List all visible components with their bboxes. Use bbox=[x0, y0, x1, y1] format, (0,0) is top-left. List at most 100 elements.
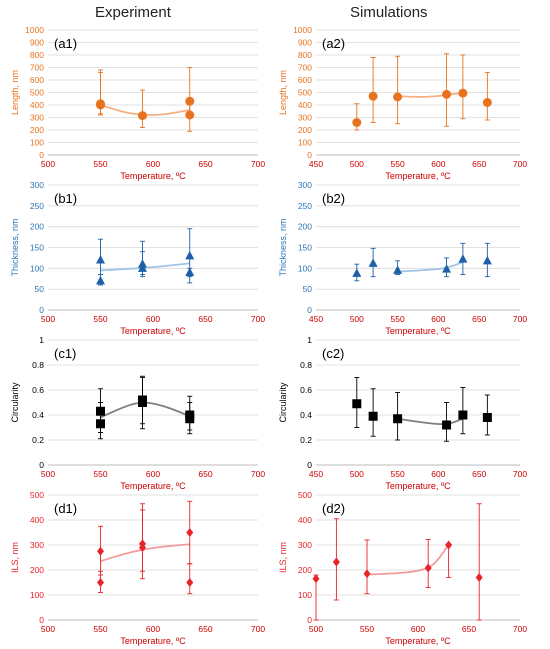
x-tick-label-c1: 650 bbox=[198, 469, 212, 479]
y-tick-label-b2: 100 bbox=[298, 263, 312, 273]
x-tick-label-a2: 500 bbox=[350, 159, 364, 169]
x-tick-label-d2: 550 bbox=[360, 624, 374, 634]
y-tick-label-c1: 0.2 bbox=[32, 435, 44, 445]
y-tick-label-a1: 700 bbox=[30, 63, 44, 73]
data-point-c1 bbox=[138, 398, 147, 407]
y-tick-label-c2: 0 bbox=[307, 460, 312, 470]
data-point-c1 bbox=[96, 419, 105, 429]
data-point-b2 bbox=[368, 258, 378, 267]
data-point-a2 bbox=[352, 118, 362, 127]
y-axis-title-b2: Thickness, nm bbox=[278, 218, 288, 276]
x-tick-label-b1: 500 bbox=[41, 314, 55, 324]
chart-c1: 0 0.2 0.4 0.6 0.8 1 500 550 600 650 700 Temperature… bbox=[10, 335, 265, 491]
data-point-a2 bbox=[458, 88, 468, 98]
y-tick-label-b2: 0 bbox=[307, 305, 312, 315]
trend-line-b2 bbox=[397, 261, 464, 273]
data-point-a1 bbox=[185, 110, 195, 120]
y-tick-label-a2: 900 bbox=[298, 38, 312, 48]
y-tick-label-a2: 0 bbox=[307, 150, 312, 160]
x-axis-title-b1: Temperature, ºC bbox=[120, 326, 186, 336]
panel-label-c2: (c2) bbox=[322, 346, 344, 361]
y-tick-label-a1: 1000 bbox=[25, 25, 44, 35]
simulations-column-title: Simulations bbox=[350, 4, 428, 21]
y-tick-label-d2: 200 bbox=[298, 565, 312, 575]
data-point-a2 bbox=[482, 98, 492, 107]
y-tick-label-a1: 100 bbox=[30, 138, 44, 148]
data-point-a1 bbox=[185, 96, 195, 106]
y-tick-label-c1: 1 bbox=[39, 335, 44, 345]
x-tick-label-d2: 650 bbox=[462, 624, 476, 634]
data-point-b2 bbox=[393, 265, 403, 274]
x-tick-label-a2: 600 bbox=[431, 159, 445, 169]
y-tick-label-d1: 100 bbox=[30, 590, 44, 600]
y-tick-label-a2: 200 bbox=[298, 125, 312, 135]
chart-a2: 0 100 200 300 400 500 600 700 800 900 1000 450 500 55… bbox=[278, 25, 527, 181]
data-point-c1 bbox=[185, 414, 195, 424]
y-tick-label-a2: 400 bbox=[298, 100, 312, 110]
y-axis-title-c2: Circularity bbox=[278, 382, 288, 423]
y-tick-label-c2: 0.4 bbox=[300, 410, 312, 420]
data-point-d1 bbox=[97, 578, 104, 587]
trend-line-c2 bbox=[397, 417, 464, 426]
x-tick-label-b1: 700 bbox=[251, 314, 265, 324]
panel-label-a1: (a1) bbox=[54, 36, 77, 51]
chart-b1: 0 50 100 150 200 250 300 500 550 600 650 700 Tempera… bbox=[10, 180, 265, 336]
y-tick-label-c1: 0.4 bbox=[32, 410, 44, 420]
x-tick-label-c1: 600 bbox=[146, 469, 160, 479]
x-tick-label-d2: 600 bbox=[411, 624, 425, 634]
y-tick-label-d2: 500 bbox=[298, 490, 312, 500]
x-tick-label-d2: 700 bbox=[513, 624, 527, 634]
y-tick-label-a1: 300 bbox=[30, 113, 44, 123]
panel-label-b2: (b2) bbox=[322, 191, 345, 206]
y-axis-title-d1: ILS, nm bbox=[10, 542, 20, 573]
y-tick-label-b1: 200 bbox=[30, 222, 44, 232]
x-tick-label-b2: 550 bbox=[391, 314, 405, 324]
data-point-b2 bbox=[442, 264, 452, 273]
experiment-column-title: Experiment bbox=[95, 4, 171, 21]
x-tick-label-a2: 450 bbox=[309, 159, 323, 169]
data-point-b2 bbox=[352, 268, 362, 277]
data-point-c2 bbox=[352, 399, 362, 409]
x-tick-label-b2: 650 bbox=[472, 314, 486, 324]
x-tick-label-c1: 700 bbox=[251, 469, 265, 479]
x-tick-label-c1: 550 bbox=[93, 469, 107, 479]
data-point-a1 bbox=[96, 100, 105, 110]
y-tick-label-a2: 1000 bbox=[293, 25, 312, 35]
y-tick-label-a2: 800 bbox=[298, 50, 312, 60]
x-tick-label-b1: 600 bbox=[146, 314, 160, 324]
data-point-d1 bbox=[186, 528, 194, 537]
y-tick-label-a1: 800 bbox=[30, 50, 44, 60]
data-point-d2 bbox=[424, 563, 432, 573]
x-tick-label-a1: 650 bbox=[198, 159, 212, 169]
y-tick-label-b1: 0 bbox=[39, 305, 44, 315]
x-tick-label-d1: 650 bbox=[198, 624, 212, 634]
y-tick-label-a2: 300 bbox=[298, 113, 312, 123]
x-tick-label-c2: 450 bbox=[309, 469, 323, 479]
y-tick-label-d2: 0 bbox=[307, 615, 312, 625]
x-axis-title-a1: Temperature, ºC bbox=[120, 171, 186, 181]
panel-label-d2: (d2) bbox=[322, 501, 345, 516]
panel-label-d1: (d1) bbox=[54, 501, 77, 516]
y-tick-label-c2: 0.8 bbox=[300, 360, 312, 370]
x-axis-title-b2: Temperature, ºC bbox=[385, 326, 451, 336]
trend-line-d2 bbox=[366, 544, 450, 576]
y-tick-label-a1: 500 bbox=[30, 88, 44, 98]
y-tick-label-b2: 250 bbox=[298, 201, 312, 211]
y-tick-label-a2: 100 bbox=[298, 138, 312, 148]
y-tick-label-c1: 0 bbox=[39, 460, 44, 470]
y-tick-label-a1: 0 bbox=[39, 150, 44, 160]
data-point-c2 bbox=[458, 410, 468, 420]
y-tick-label-d2: 100 bbox=[298, 590, 312, 600]
x-tick-label-d1: 600 bbox=[146, 624, 160, 634]
y-tick-label-d1: 200 bbox=[30, 565, 44, 575]
y-tick-label-c2: 1 bbox=[307, 335, 312, 345]
y-tick-label-d1: 300 bbox=[30, 540, 44, 550]
x-tick-label-a2: 550 bbox=[391, 159, 405, 169]
data-point-d2 bbox=[332, 557, 340, 567]
data-point-d2 bbox=[363, 569, 371, 579]
data-point-a2 bbox=[393, 92, 403, 102]
x-axis-title-d2: Temperature, ºC bbox=[385, 636, 451, 646]
y-tick-label-a1: 200 bbox=[30, 125, 44, 135]
x-axis-title-c1: Temperature, ºC bbox=[120, 481, 186, 491]
data-point-b1 bbox=[96, 275, 105, 285]
